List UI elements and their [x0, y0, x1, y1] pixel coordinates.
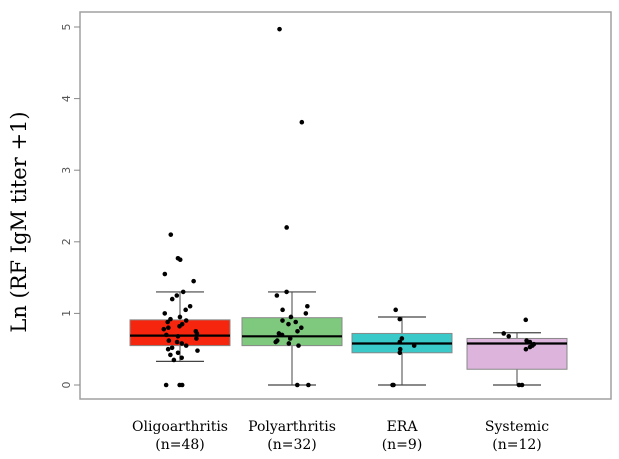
category-label: Oligoarthritis [132, 419, 228, 435]
data-point [195, 348, 200, 353]
data-point [296, 343, 301, 348]
data-point [183, 343, 189, 348]
data-point [162, 311, 168, 316]
data-point [286, 321, 291, 327]
data-point [179, 355, 184, 361]
y-axis: 0 1 2 3 4 5 [60, 24, 80, 389]
data-point [279, 332, 285, 338]
data-point [168, 232, 174, 237]
data-point [287, 336, 293, 341]
data-point [174, 293, 180, 298]
data-point [516, 382, 522, 388]
x-axis-labels: Oligoarthritis (n=48) Polyarthritis (n=32) E… [132, 419, 549, 453]
data-point [397, 350, 403, 356]
data-point [280, 318, 285, 323]
data-point [286, 341, 292, 346]
boxplot-groups [129, 26, 568, 388]
y-tick-label: 0 [60, 382, 73, 389]
data-point [165, 346, 171, 352]
data-point [277, 26, 282, 32]
data-point [397, 316, 403, 322]
data-point [180, 289, 186, 295]
data-point [177, 257, 183, 263]
group-era [351, 307, 453, 388]
data-point [179, 341, 185, 346]
data-point [306, 382, 311, 388]
data-point [169, 296, 175, 302]
data-point [397, 346, 403, 352]
y-tick-label: 3 [60, 167, 73, 174]
data-point [187, 303, 193, 309]
data-point [303, 311, 309, 316]
data-point [164, 332, 169, 338]
group-systemic [466, 317, 568, 388]
data-point [305, 303, 310, 309]
data-point [397, 339, 403, 345]
data-point [390, 382, 395, 388]
data-point [284, 289, 289, 295]
data-point [299, 119, 305, 125]
data-point [163, 382, 169, 388]
data-point [501, 331, 507, 336]
category-n-label: (n=32) [267, 437, 317, 453]
data-point [166, 338, 172, 343]
data-point [527, 344, 533, 350]
data-point [273, 339, 279, 345]
data-point [288, 314, 294, 320]
data-point [523, 346, 529, 352]
category-n-label: (n=9) [382, 437, 423, 453]
category-n-label: (n=48) [155, 437, 205, 453]
data-point [183, 307, 188, 313]
data-point [177, 323, 182, 329]
data-point [174, 339, 180, 345]
data-point [161, 326, 167, 332]
data-point [295, 329, 300, 334]
data-point [194, 336, 199, 341]
data-point [411, 343, 417, 348]
data-point [168, 316, 173, 322]
data-point [293, 319, 299, 325]
data-point [274, 293, 280, 298]
iqr-box [241, 317, 343, 347]
data-point [169, 345, 175, 351]
y-axis-title: Ln (RF IgM titer +1) [7, 111, 31, 332]
category-label: Systemic [485, 419, 549, 435]
data-point [171, 357, 177, 363]
group-polyarthritis [241, 26, 343, 388]
category-n-label: (n=12) [492, 437, 542, 453]
category-label: ERA [387, 419, 419, 435]
data-point [299, 325, 304, 331]
data-point [165, 319, 170, 325]
y-tick-label: 1 [60, 310, 73, 317]
data-point [399, 336, 405, 341]
data-point [527, 339, 533, 345]
group-oligoarthritis [129, 232, 231, 388]
data-point [393, 307, 398, 313]
data-point [168, 352, 173, 358]
data-point [523, 317, 529, 323]
data-point [179, 382, 185, 388]
data-point [183, 318, 189, 323]
data-point [175, 350, 181, 356]
data-point [194, 331, 200, 336]
data-point [506, 334, 512, 339]
data-point [191, 278, 196, 284]
data-point [284, 225, 289, 230]
data-point [177, 314, 183, 320]
category-label: Polyarthritis [248, 419, 336, 435]
data-point [294, 382, 300, 388]
y-tick-label: 5 [60, 24, 73, 31]
data-point [175, 334, 181, 339]
data-point [162, 271, 168, 277]
data-point [166, 325, 171, 331]
y-tick-label: 2 [60, 238, 73, 245]
y-tick-label: 4 [60, 95, 73, 102]
data-point [280, 307, 285, 313]
